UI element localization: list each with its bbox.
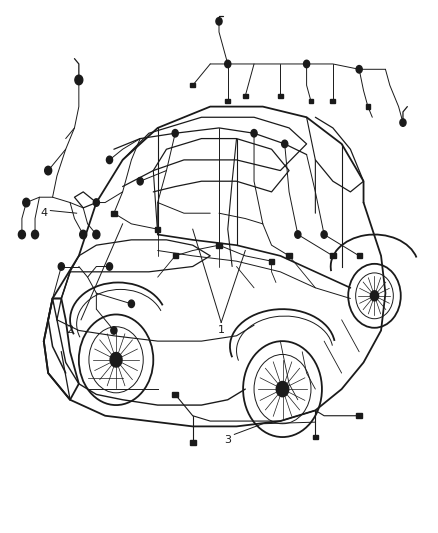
Bar <box>216 243 222 247</box>
Circle shape <box>304 60 310 68</box>
Circle shape <box>32 230 39 239</box>
Circle shape <box>276 382 289 397</box>
Bar <box>278 94 283 98</box>
Circle shape <box>172 130 178 137</box>
Bar <box>313 435 318 439</box>
Circle shape <box>93 199 99 206</box>
Bar <box>173 392 178 397</box>
Circle shape <box>106 263 113 270</box>
Circle shape <box>251 130 257 137</box>
Circle shape <box>282 140 288 148</box>
Bar <box>269 259 274 263</box>
Circle shape <box>106 156 113 164</box>
Circle shape <box>137 177 143 185</box>
Text: 3: 3 <box>224 435 231 445</box>
Circle shape <box>110 352 122 367</box>
Circle shape <box>23 198 30 207</box>
Text: 4: 4 <box>40 208 47 218</box>
Circle shape <box>80 230 87 239</box>
Circle shape <box>356 66 362 73</box>
Circle shape <box>128 300 134 308</box>
Bar <box>330 253 336 258</box>
Circle shape <box>400 119 406 126</box>
Bar <box>226 99 230 103</box>
Bar <box>190 83 195 87</box>
Bar <box>330 99 336 103</box>
Bar <box>286 253 292 258</box>
Circle shape <box>58 263 64 270</box>
Bar <box>356 414 362 418</box>
Circle shape <box>321 231 327 238</box>
Bar <box>155 227 160 231</box>
Circle shape <box>216 18 222 25</box>
Bar <box>357 253 362 258</box>
Circle shape <box>295 231 301 238</box>
Text: 2: 2 <box>67 326 74 335</box>
Bar <box>173 253 178 258</box>
Bar <box>190 440 195 445</box>
Circle shape <box>371 291 378 301</box>
Circle shape <box>75 75 83 85</box>
Circle shape <box>18 230 25 239</box>
Bar <box>365 104 370 109</box>
Circle shape <box>45 166 52 175</box>
Bar <box>243 94 248 98</box>
Bar <box>308 99 314 103</box>
Bar <box>111 211 117 215</box>
Circle shape <box>93 230 100 239</box>
Text: 1: 1 <box>218 326 225 335</box>
Circle shape <box>225 60 231 68</box>
Circle shape <box>111 327 117 334</box>
